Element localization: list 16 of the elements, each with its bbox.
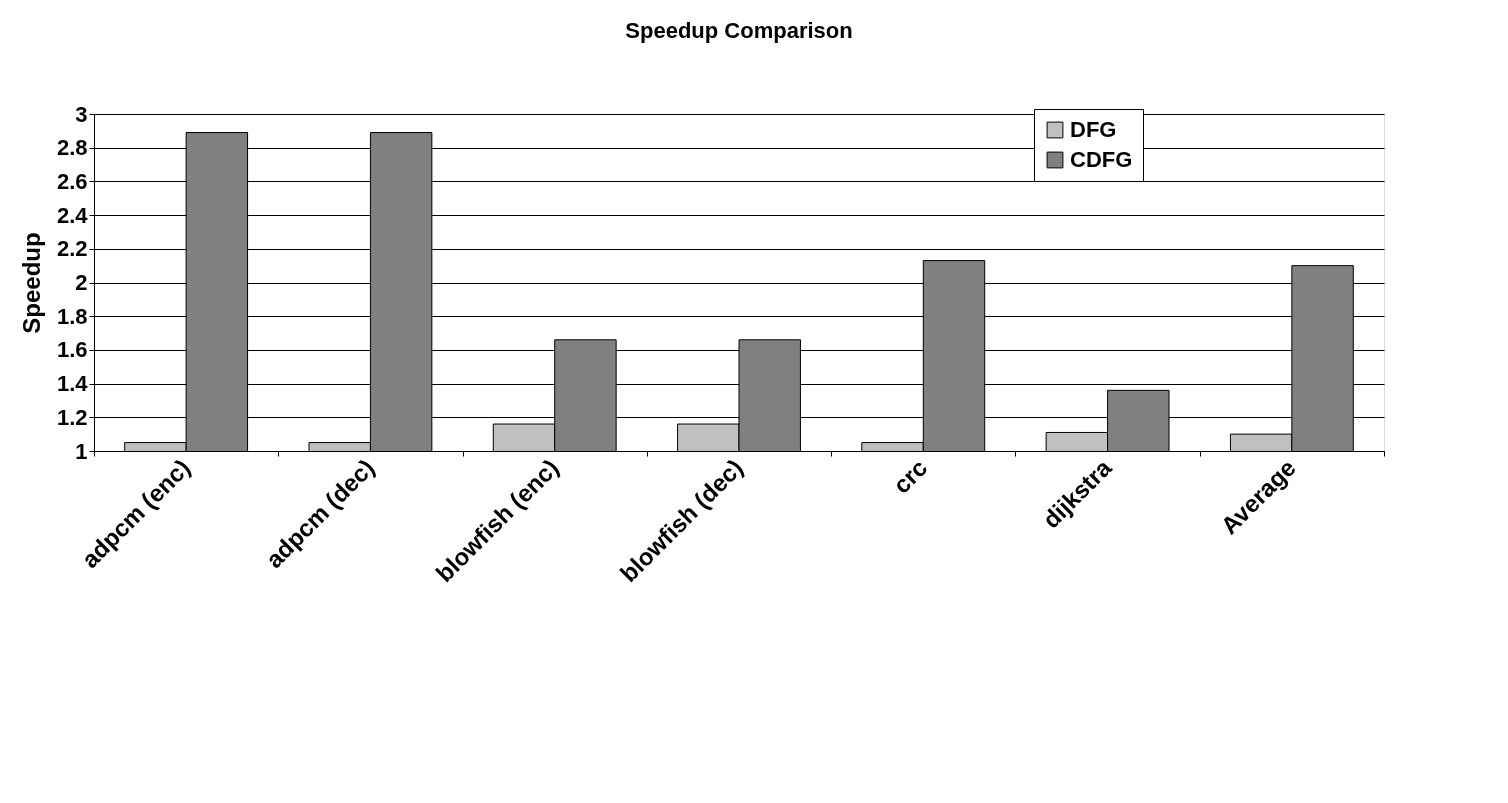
y-tick-label: 1.4 [56,371,89,397]
y-tick-label: 1.2 [56,404,88,430]
legend-label: DFG [1070,117,1117,142]
y-tick-label: 1.6 [56,337,88,363]
y-tick-label: 2.8 [56,135,88,161]
y-tick-label: 2.4 [56,202,89,228]
x-tick-label: crc [887,453,933,499]
y-tick-label: 1 [75,438,88,464]
y-tick-label: 2.6 [56,168,88,194]
y-axis-title: Speedup [17,232,45,334]
y-tick-label: 1.8 [56,303,88,329]
y-tick-label: 3 [75,101,88,127]
legend-label: CDFG [1070,147,1133,172]
chart-title: Speedup Comparison [625,18,853,43]
y-tick-label: 2 [75,270,88,295]
y-tick-label: 2.2 [56,236,88,262]
